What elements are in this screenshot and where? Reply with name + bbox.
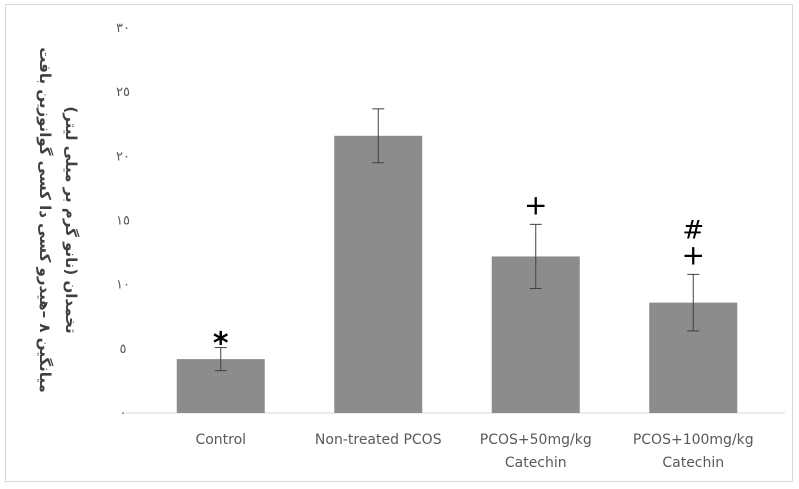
y-tick-label: ٥ [120, 342, 127, 357]
y-tick-label: ٢٥ [116, 85, 130, 100]
x-tick-label: PCOS+50mg/kg [480, 432, 592, 448]
bars [176, 108, 738, 414]
x-tick-label: Non-treated PCOS [315, 432, 442, 448]
y-axis-label-line: میانگین ٨ –هیدرو کسی دا کسی گوانوزین باف… [36, 47, 54, 393]
y-tick-label: ٠ [120, 406, 127, 421]
bar [334, 135, 423, 414]
x-axis-ticks: Control Non-treated PCOS PCOS+50mg/kg Catec… [195, 432, 753, 471]
y-tick-label: ٣٠ [116, 21, 130, 36]
y-axis-ticks: ٠ ٥ ١٠ ١٥ ٢٠ ٢٥ ٣٠ [116, 21, 130, 421]
x-tick-label: PCOS+100mg/kg [633, 432, 754, 448]
y-tick-label: ١٥ [116, 214, 130, 229]
significance-mark: * [213, 327, 229, 362]
y-tick-label: ١٠ [116, 278, 130, 293]
significance-mark: + [524, 188, 547, 221]
significance-annotations: *+#+ [213, 188, 705, 361]
x-tick-label: Catechin [662, 455, 724, 471]
significance-mark: # [682, 215, 704, 245]
y-axis-label-line: تخمدان (نانو گرم بر میلی لیتر) [62, 106, 80, 333]
x-tick-label: Control [195, 432, 246, 448]
y-tick-label: ٢٠ [116, 149, 130, 164]
significance-mark: + [682, 238, 705, 271]
y-axis-label: میانگین ٨ –هیدرو کسی دا کسی گوانوزین باف… [36, 47, 80, 393]
x-tick-label: Catechin [505, 455, 567, 471]
